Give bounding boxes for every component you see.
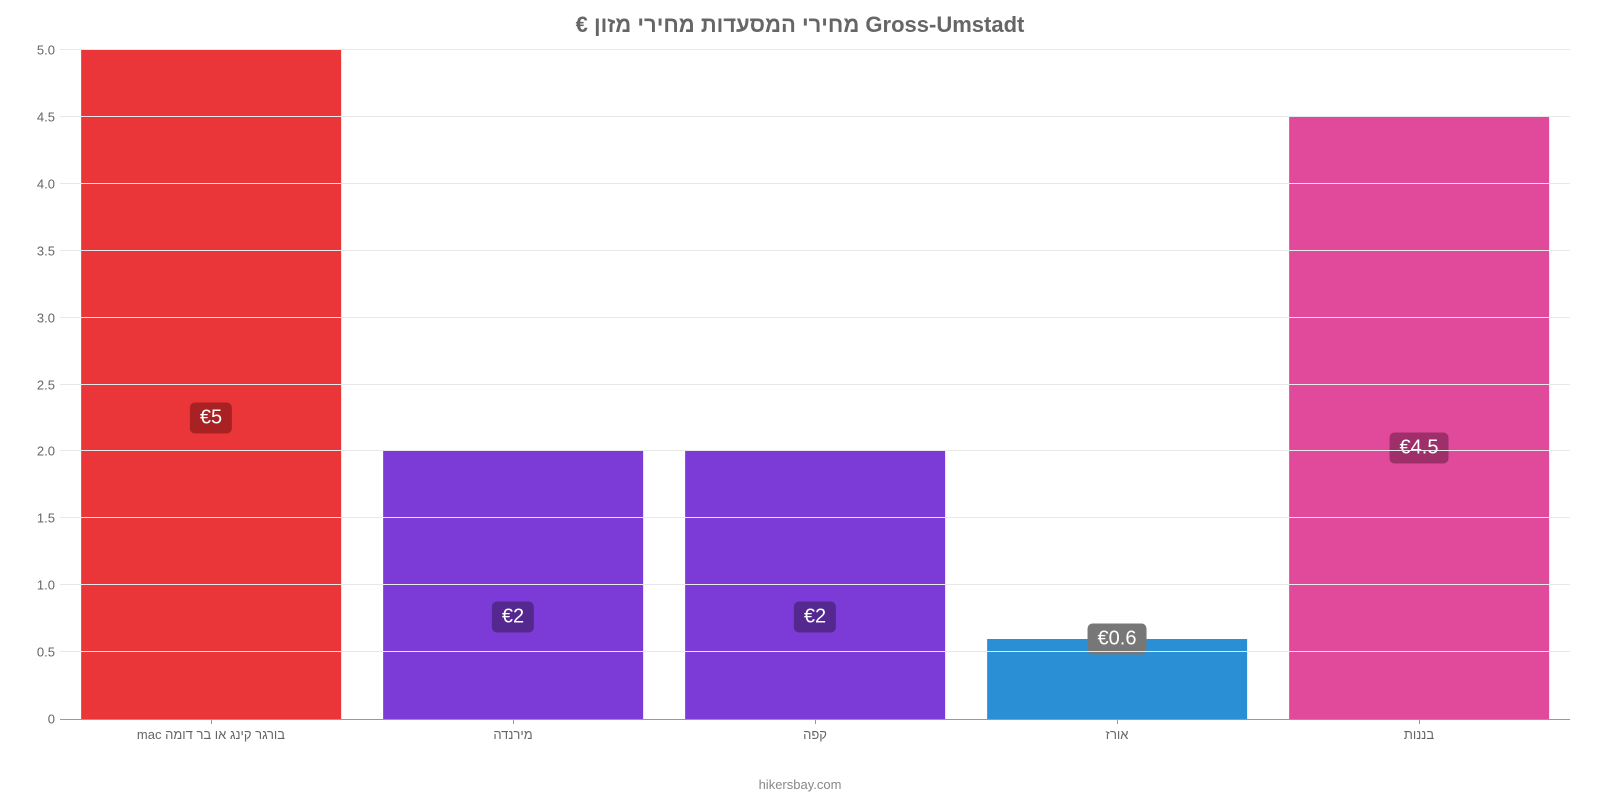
y-tick-label: 3.5 <box>15 243 55 258</box>
y-tick-label: 3.0 <box>15 310 55 325</box>
bar-slot: €2מירנדה <box>362 50 664 719</box>
grid-line <box>60 49 1570 50</box>
x-tick <box>211 719 212 724</box>
grid-line <box>60 384 1570 385</box>
bar <box>81 50 341 719</box>
bar <box>685 451 945 719</box>
bars-row: €5בורגר קינג או בר דומה mac€2מירנדה€2קפה… <box>60 50 1570 719</box>
x-label: בננות <box>1268 727 1570 742</box>
y-tick-label: 4.5 <box>15 109 55 124</box>
x-tick <box>1419 719 1420 724</box>
grid-line <box>60 317 1570 318</box>
y-tick-label: 1.0 <box>15 578 55 593</box>
bar-slot: €5בורגר קינג או בר דומה mac <box>60 50 362 719</box>
bar-slot: €4.5בננות <box>1268 50 1570 719</box>
value-badge: €2 <box>794 602 836 633</box>
value-badge: €0.6 <box>1088 623 1147 654</box>
value-badge: €5 <box>190 402 232 433</box>
chart-caption: hikersbay.com <box>0 777 1600 792</box>
x-tick <box>1117 719 1118 724</box>
grid-line <box>60 651 1570 652</box>
grid-line <box>60 183 1570 184</box>
y-tick-label: 2.5 <box>15 377 55 392</box>
price-bar-chart: € מחירי המסעדות מחירי מזון Gross-Umstadt… <box>0 0 1600 800</box>
grid-line <box>60 116 1570 117</box>
x-label: בורגר קינג או בר דומה mac <box>60 727 362 742</box>
plot-area: €5בורגר קינג או בר דומה mac€2מירנדה€2קפה… <box>60 50 1570 720</box>
bar-slot: €0.6אורז <box>966 50 1268 719</box>
y-tick-label: 1.5 <box>15 511 55 526</box>
y-tick-label: 4.0 <box>15 176 55 191</box>
grid-line <box>60 584 1570 585</box>
value-badge: €4.5 <box>1390 433 1449 464</box>
x-tick <box>815 719 816 724</box>
x-label: קפה <box>664 727 966 742</box>
bar <box>383 451 643 719</box>
bar <box>1289 117 1549 719</box>
y-tick-label: 2.0 <box>15 444 55 459</box>
y-tick-label: 5.0 <box>15 43 55 58</box>
value-badge: €2 <box>492 602 534 633</box>
x-label: אורז <box>966 727 1268 742</box>
chart-title: € מחירי המסעדות מחירי מזון Gross-Umstadt <box>0 0 1600 38</box>
x-tick <box>513 719 514 724</box>
grid-line <box>60 250 1570 251</box>
y-tick-label: 0 <box>15 712 55 727</box>
bar-slot: €2קפה <box>664 50 966 719</box>
x-label: מירנדה <box>362 727 664 742</box>
grid-line <box>60 450 1570 451</box>
grid-line <box>60 517 1570 518</box>
y-tick-label: 0.5 <box>15 645 55 660</box>
